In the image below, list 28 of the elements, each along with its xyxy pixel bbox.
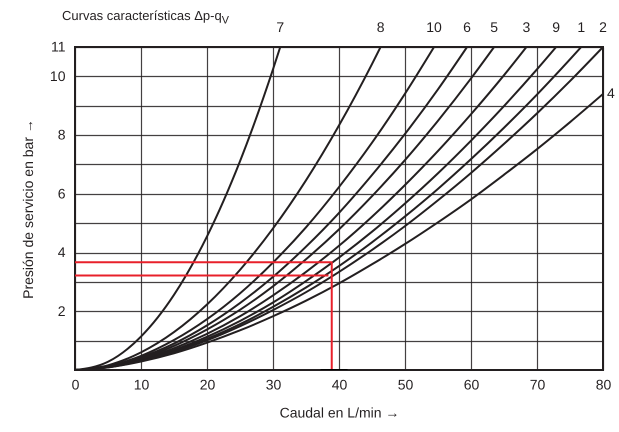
y-tick-label: 6 (58, 185, 66, 202)
series-label: 7 (276, 19, 284, 35)
y-tick-label: 2 (58, 302, 66, 319)
series-label: 10 (426, 19, 442, 35)
chart-title: Curvas características Δp-q$_{V}$ (62, 8, 229, 27)
x-tick-label: 50 (398, 376, 414, 392)
x-tick-label: 60 (464, 376, 480, 392)
x-axis-title: Caudal en L/min → (280, 404, 400, 420)
y-tick-label: 4 (58, 244, 66, 260)
x-tick-label: 20 (200, 376, 216, 392)
series-label: 3 (522, 19, 531, 35)
x-tick-label: 40 (332, 376, 348, 392)
series-label: 5 (490, 19, 498, 35)
series-label: 1 (577, 19, 586, 35)
y-tick-label: 10 (50, 68, 66, 84)
series-label: 9 (552, 19, 560, 35)
y-tick-label: 8 (58, 126, 66, 143)
x-tick-label: 80 (596, 376, 612, 392)
x-tick-label: 70 (530, 376, 546, 392)
y-axis-title: Presión de servicio en bar → (20, 119, 36, 299)
series-label: 4 (607, 84, 615, 101)
x-tick-label: 10 (134, 376, 150, 392)
series-label: 6 (463, 19, 472, 35)
series-label: 2 (599, 19, 608, 35)
x-tick-label: 0 (72, 376, 80, 392)
series-label: 8 (376, 19, 385, 35)
y-tick-label: 11 (50, 38, 66, 54)
x-tick-label: 30 (266, 376, 282, 392)
